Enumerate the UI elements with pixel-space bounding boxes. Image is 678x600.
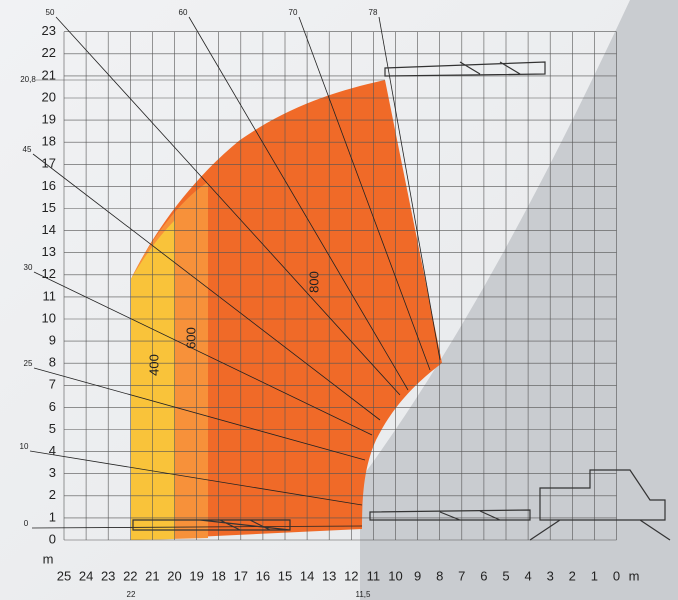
- angle-label: 10: [20, 442, 29, 451]
- x-tick-label: 10: [388, 568, 402, 583]
- angle-line: [33, 367, 366, 461]
- zone-label: 600: [183, 327, 198, 349]
- x-unit: m: [629, 568, 640, 583]
- angle-label: 45: [23, 145, 32, 154]
- x-tick-label: 3: [547, 568, 554, 583]
- angle-label: 78: [369, 8, 378, 17]
- x-tick-label: 6: [480, 568, 487, 583]
- x-tick-label: 18: [211, 568, 225, 583]
- x-tick-label: 19: [189, 568, 203, 583]
- angle-line: [188, 16, 409, 391]
- x-tick-label: 17: [234, 568, 248, 583]
- grid: [36, 31, 617, 541]
- x-tick-label: 20: [167, 568, 181, 583]
- angle-label: 70: [289, 8, 298, 17]
- angle-label: 25: [24, 359, 33, 368]
- y-tick-label: 21: [42, 67, 56, 82]
- zone-800: [131, 80, 442, 540]
- zone-label: 400: [146, 354, 161, 376]
- reach-label: 22: [127, 590, 136, 599]
- x-tick-label: 9: [414, 568, 421, 583]
- y-tick-label: 20: [42, 89, 56, 104]
- y-tick-label: 18: [42, 134, 56, 149]
- y-tick-label: 13: [42, 244, 56, 259]
- y-tick-label: 15: [42, 200, 56, 215]
- y-tick-label: 22: [42, 45, 56, 60]
- y-tick-label: 4: [49, 443, 56, 458]
- y-tick-label: 1: [49, 509, 56, 524]
- angle-line: [55, 16, 401, 396]
- x-tick-label: 24: [79, 568, 93, 583]
- y-tick-label: 7: [49, 377, 56, 392]
- zone-label: 800: [306, 271, 321, 293]
- x-tick-label: 23: [101, 568, 115, 583]
- angle-label: 0: [24, 519, 29, 528]
- y-tick-label: 23: [42, 23, 56, 38]
- y-tick-label: 17: [42, 156, 56, 171]
- angle-line: [378, 16, 441, 361]
- x-tick-label: 7: [458, 568, 465, 583]
- y-tick-label: 5: [49, 421, 56, 436]
- angle-line: [33, 271, 373, 436]
- angle-line: [29, 450, 363, 506]
- reach-label: 11,5: [356, 590, 372, 599]
- y-tick-label: 11: [43, 288, 57, 303]
- y-tick-label: 12: [42, 266, 56, 281]
- x-tick-label: 12: [344, 568, 358, 583]
- y-tick-label: 14: [42, 222, 56, 237]
- y-tick-label: 3: [49, 465, 56, 480]
- y-tick-label: 0: [49, 531, 56, 546]
- y-tick-label: 2: [49, 487, 56, 502]
- angle-line: [32, 153, 381, 421]
- angle-lines: [29, 16, 441, 529]
- x-tick-label: 0: [613, 568, 620, 583]
- y-tick-label: 8: [49, 355, 56, 370]
- x-tick-label: 8: [436, 568, 443, 583]
- x-tick-label: 25: [57, 568, 71, 583]
- crane: [132, 61, 671, 541]
- angle-line: [298, 16, 431, 371]
- x-tick-label: 22: [123, 568, 137, 583]
- x-tick-label: 5: [502, 568, 509, 583]
- y-unit: m: [43, 551, 54, 566]
- x-tick-label: 2: [569, 568, 576, 583]
- x-tick-label: 14: [300, 568, 314, 583]
- y-tick-label: 10: [42, 310, 56, 325]
- x-tick-label: 11: [367, 568, 381, 583]
- y-tick-label: 19: [42, 112, 56, 127]
- y-tick-label: 16: [42, 178, 56, 193]
- labels: 0123456789101112131415161718192021222325…: [20, 8, 640, 599]
- x-tick-label: 4: [524, 568, 531, 583]
- x-tick-label: 16: [256, 568, 270, 583]
- x-tick-label: 21: [145, 568, 159, 583]
- x-tick-label: 1: [591, 568, 598, 583]
- angle-label: 60: [179, 8, 188, 17]
- angle-line: [31, 525, 363, 529]
- zone-400: [131, 220, 175, 540]
- height-max: 20,8: [20, 75, 36, 84]
- angle-label: 30: [24, 263, 33, 272]
- x-tick-label: 15: [278, 568, 292, 583]
- angle-label: 50: [46, 8, 55, 17]
- x-tick-label: 13: [322, 568, 336, 583]
- y-tick-label: 6: [49, 399, 56, 414]
- y-tick-label: 9: [49, 333, 56, 348]
